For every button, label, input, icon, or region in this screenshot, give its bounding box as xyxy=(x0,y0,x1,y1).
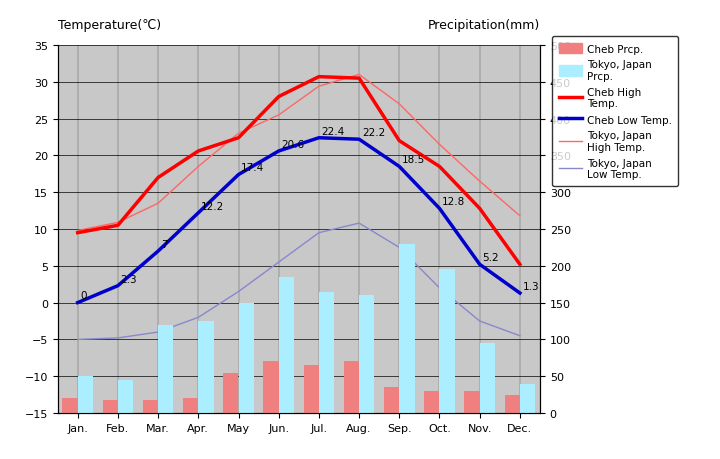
Bar xyxy=(103,400,118,413)
Bar xyxy=(118,380,133,413)
Bar xyxy=(304,365,319,413)
Bar xyxy=(344,362,359,413)
Bar xyxy=(198,321,214,413)
Bar xyxy=(464,391,480,413)
Bar xyxy=(384,387,400,413)
Text: 22.2: 22.2 xyxy=(362,128,385,138)
Bar xyxy=(424,391,439,413)
Text: 22.4: 22.4 xyxy=(322,126,345,136)
Bar xyxy=(143,400,158,413)
Bar xyxy=(359,296,374,413)
Bar xyxy=(238,303,253,413)
Bar xyxy=(264,362,279,413)
Bar xyxy=(520,384,535,413)
Bar xyxy=(223,373,238,413)
Bar xyxy=(480,343,495,413)
Text: 17.4: 17.4 xyxy=(241,163,264,173)
Text: 18.5: 18.5 xyxy=(402,155,426,165)
Bar xyxy=(158,325,174,413)
Text: 1.3: 1.3 xyxy=(523,281,539,291)
Text: 12.2: 12.2 xyxy=(201,201,225,211)
Text: Temperature(℃): Temperature(℃) xyxy=(58,19,161,32)
Bar xyxy=(439,270,455,413)
Text: 0: 0 xyxy=(81,291,87,301)
Text: 7: 7 xyxy=(161,240,168,249)
Bar xyxy=(319,292,334,413)
Bar xyxy=(63,398,78,413)
Bar xyxy=(78,376,93,413)
Text: 20.6: 20.6 xyxy=(282,140,305,150)
Bar xyxy=(400,244,415,413)
Text: Precipitation(mm): Precipitation(mm) xyxy=(428,19,540,32)
Bar xyxy=(505,395,520,413)
Text: 12.8: 12.8 xyxy=(442,197,466,207)
Bar xyxy=(279,277,294,413)
Bar xyxy=(183,398,198,413)
Text: 2.3: 2.3 xyxy=(121,274,138,284)
Legend: Cheb Prcp., Tokyo, Japan
Prcp., Cheb High
Temp., Cheb Low Temp., Tokyo, Japan
Hi: Cheb Prcp., Tokyo, Japan Prcp., Cheb Hig… xyxy=(552,37,678,186)
Text: 5.2: 5.2 xyxy=(482,252,499,263)
